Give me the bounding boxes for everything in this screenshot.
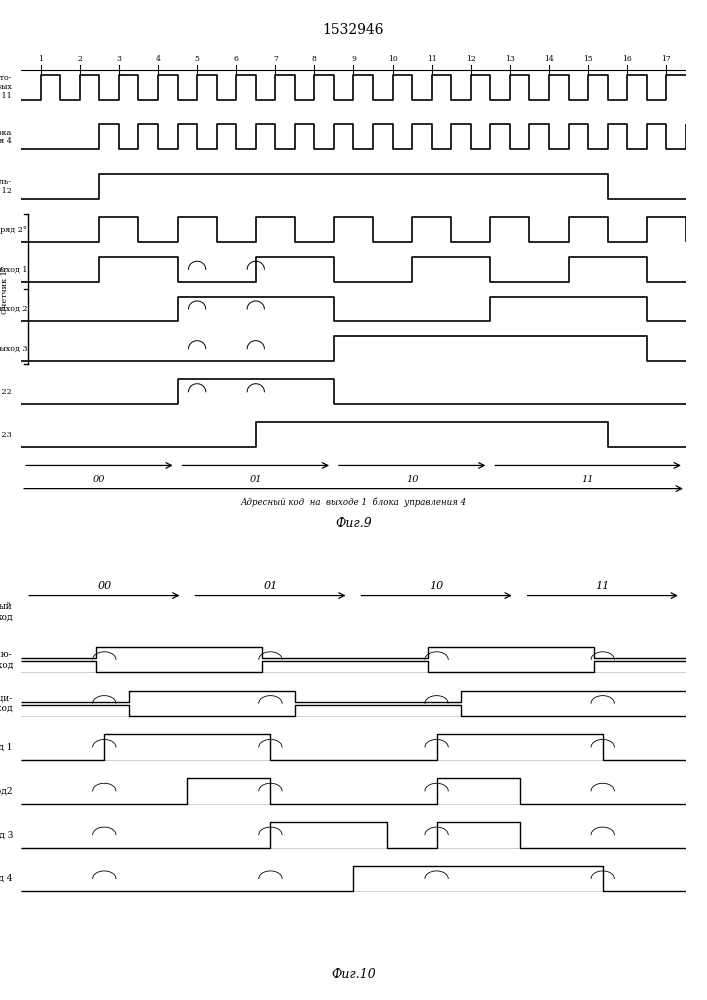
Text: 8: 8 — [312, 55, 317, 63]
Text: Вход 2 демуль-
типлексора 12: Вход 2 демуль- типлексора 12 — [0, 178, 11, 195]
Text: 14: 14 — [544, 55, 554, 63]
Text: 9: 9 — [351, 55, 356, 63]
Text: Триггер 22: Триггер 22 — [0, 388, 11, 396]
Text: 5: 5 — [194, 55, 199, 63]
Text: Выход 3: Выход 3 — [0, 830, 13, 839]
Text: 12: 12 — [466, 55, 476, 63]
Text: 2: 2 — [77, 55, 82, 63]
Text: Выход генерато-
ра тактовых
импульсов 11: Выход генерато- ра тактовых импульсов 11 — [0, 74, 11, 100]
Text: Фиг.9: Фиг.9 — [335, 517, 372, 530]
Text: Выход 4: Выход 4 — [0, 874, 13, 883]
Text: 10: 10 — [429, 581, 444, 591]
Text: Выход 1: Выход 1 — [0, 743, 13, 752]
Text: Адресный
код: Адресный код — [0, 602, 13, 622]
Text: выход 2: выход 2 — [0, 305, 27, 313]
Text: 11: 11 — [427, 55, 436, 63]
Text: 00: 00 — [93, 475, 105, 484]
Text: 01: 01 — [263, 581, 278, 591]
Text: 10: 10 — [387, 55, 397, 63]
Text: 3: 3 — [117, 55, 122, 63]
Text: 1532946: 1532946 — [323, 23, 384, 37]
Text: 13: 13 — [505, 55, 515, 63]
Text: 11: 11 — [595, 581, 610, 591]
Text: 10: 10 — [406, 475, 419, 484]
Text: Триггер 23: Триггер 23 — [0, 431, 11, 439]
Text: Счетчик 17: Счетчик 17 — [1, 265, 8, 314]
Text: Фиг.10: Фиг.10 — [331, 968, 376, 981]
Text: 6: 6 — [234, 55, 239, 63]
Text: 7: 7 — [273, 55, 278, 63]
Text: 11: 11 — [582, 475, 595, 484]
Text: разряд 2°: разряд 2° — [0, 226, 27, 234]
Text: выход 2 блока
управления 4: выход 2 блока управления 4 — [0, 128, 11, 145]
Text: 00: 00 — [97, 581, 112, 591]
Text: Адресный код  на  выходе 1  блока  управления 4: Адресный код на выходе 1 блока управлени… — [240, 498, 467, 507]
Text: 4: 4 — [156, 55, 160, 63]
Text: Информаци-
онный вход: Информаци- онный вход — [0, 694, 13, 713]
Text: 16: 16 — [622, 55, 632, 63]
Text: 17: 17 — [661, 55, 671, 63]
Text: 01: 01 — [250, 475, 262, 484]
Text: выход 1: выход 1 — [0, 265, 27, 273]
Text: 15: 15 — [583, 55, 593, 63]
Text: 1: 1 — [38, 55, 43, 63]
Text: Выход2: Выход2 — [0, 786, 13, 795]
Text: выход 3: выход 3 — [0, 345, 27, 353]
Text: Управляю-
щий вход: Управляю- щий вход — [0, 650, 13, 669]
